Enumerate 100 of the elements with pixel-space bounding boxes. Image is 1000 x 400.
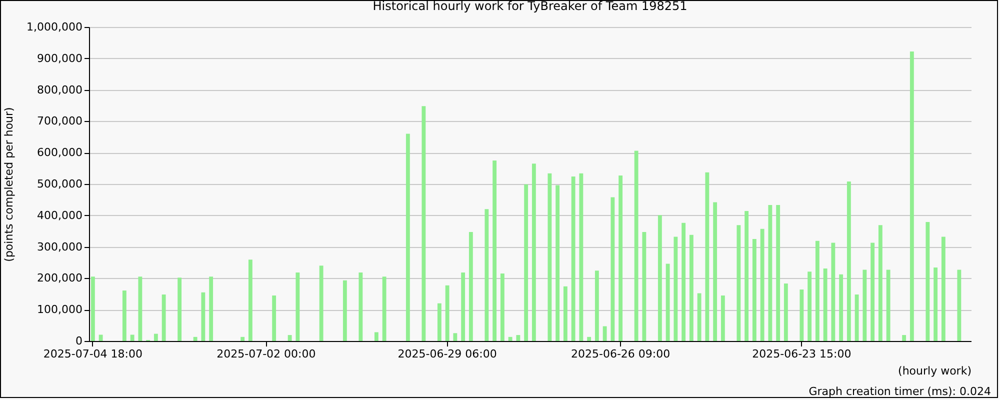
y-tick-label: 0 [76, 334, 82, 348]
bar [122, 290, 126, 341]
y-axis-title: (points completed per hour) [2, 107, 16, 262]
bar [634, 150, 638, 341]
bar [689, 234, 694, 341]
bar [524, 184, 528, 341]
bar [713, 202, 718, 341]
bar [610, 197, 615, 341]
bar [130, 334, 134, 341]
y-tick-label: 100,000 [37, 303, 82, 316]
bar [571, 176, 576, 341]
bar [752, 238, 756, 341]
text: Graph creation timer (ms): 0.024 [808, 385, 991, 398]
bar [468, 232, 473, 341]
y-tick-label: 200,000 [37, 272, 82, 285]
bar [248, 260, 252, 341]
bar [800, 290, 804, 341]
bar [878, 225, 882, 341]
bar [374, 332, 378, 341]
bar [382, 276, 386, 341]
bar [272, 295, 276, 341]
bar [831, 242, 836, 341]
bar [406, 134, 410, 341]
bar [744, 211, 749, 341]
bar [642, 232, 646, 341]
y-tick-label: 800,000 [37, 83, 82, 96]
bar [532, 164, 536, 341]
bar [760, 228, 764, 341]
bar [705, 172, 710, 341]
bar [846, 181, 851, 341]
bar [500, 273, 504, 341]
bar [548, 173, 552, 341]
bar [556, 185, 560, 341]
bar [870, 242, 875, 341]
bar [658, 215, 662, 341]
bar [342, 280, 347, 341]
bar [587, 336, 592, 341]
x-tick-label: 2025-06-23 15:00 [752, 348, 852, 360]
bar [910, 51, 914, 341]
x-tick-label: 2025-06-26 09:00 [571, 348, 670, 360]
bar [682, 222, 686, 341]
bar [886, 270, 890, 341]
bar [808, 272, 812, 341]
bar [508, 336, 512, 341]
x-axis-title: (hourly work) [898, 364, 972, 378]
y-tick-label: 1,000,000 [26, 20, 82, 34]
bar [209, 276, 214, 341]
bar [768, 205, 772, 341]
x-tick-label: 2025-07-04 18:00 [43, 348, 142, 360]
bar [594, 270, 599, 341]
bar [602, 326, 607, 341]
bar [736, 225, 741, 341]
bar [934, 268, 938, 341]
bar [579, 173, 584, 341]
bar [98, 334, 103, 341]
bar [784, 284, 788, 341]
bar [445, 285, 450, 341]
bar [815, 240, 820, 341]
bar [697, 293, 702, 341]
bar [516, 335, 520, 341]
bar [902, 335, 906, 341]
bar [776, 205, 780, 341]
bar [296, 272, 300, 341]
bar [201, 292, 206, 341]
x-tick-label: 2025-07-02 00:00 [216, 348, 316, 360]
bar [240, 336, 245, 341]
bar [358, 272, 363, 341]
y-tick-label: 500,000 [37, 178, 82, 190]
bar [484, 209, 489, 341]
bar [437, 303, 442, 341]
bar [288, 335, 292, 341]
bar [154, 334, 158, 341]
bar [674, 236, 678, 341]
bar [666, 264, 670, 341]
bar [618, 176, 623, 341]
bar [862, 270, 867, 341]
chart-title: Historical hourly work for TyBreaker of Team 198251 [372, 0, 688, 13]
bar [823, 268, 828, 341]
y-tick-label: 300,000 [37, 240, 82, 254]
bar [162, 294, 166, 341]
bar [720, 295, 725, 341]
y-tick-label: 400,000 [37, 208, 82, 222]
bar [453, 333, 458, 341]
bar [957, 270, 962, 341]
bar [319, 266, 324, 341]
y-tick-label: 900,000 [37, 52, 82, 65]
bar [193, 336, 198, 341]
bar [422, 106, 426, 341]
bar [492, 160, 497, 341]
x-tick-label: 2025-06-29 06:00 [398, 348, 497, 360]
bar [178, 278, 182, 341]
bar [563, 286, 568, 341]
bar [138, 276, 142, 341]
bar [854, 294, 859, 341]
bar [941, 236, 946, 341]
bar [926, 222, 930, 341]
y-tick-label: 700,000 [37, 114, 82, 128]
bar [839, 274, 844, 341]
y-tick-label: 600,000 [37, 146, 82, 160]
bar [461, 272, 466, 341]
